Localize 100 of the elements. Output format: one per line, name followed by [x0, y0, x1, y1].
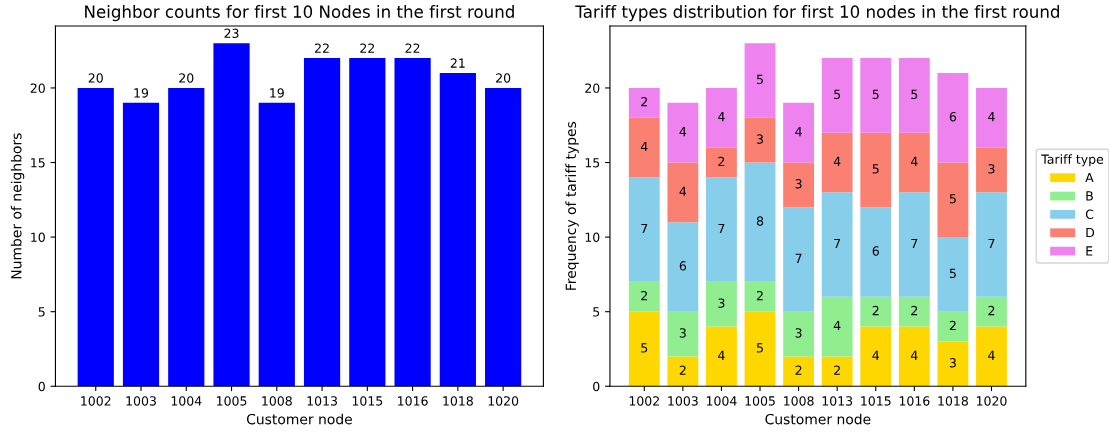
bar [860, 296, 892, 327]
data-label: 19 [270, 88, 284, 98]
data-label: 5 [872, 164, 879, 174]
data-label: 4 [833, 156, 841, 166]
bar [744, 162, 776, 282]
data-label: 4 [718, 112, 725, 122]
data-label: 5 [641, 343, 648, 353]
x-tick-label: 1008 [784, 396, 814, 406]
data-label: 4 [679, 186, 687, 196]
x-tick-label: 1018 [938, 396, 968, 406]
bar [628, 117, 660, 178]
y-axis-title: Number of neighbors [10, 133, 25, 279]
bar [744, 43, 776, 118]
bar [937, 341, 969, 387]
data-label: 20 [496, 73, 511, 83]
data-label: 3 [949, 358, 956, 368]
chart-title: Neighbor counts for first 10 Nodes in the first round [85, 5, 514, 22]
bar [706, 87, 737, 148]
legend-label: C [1085, 209, 1094, 219]
data-label: 3 [757, 134, 763, 144]
bar [783, 207, 815, 312]
data-label: 2 [911, 305, 918, 316]
data-label: 22 [315, 43, 329, 53]
y-tick-label: 20 [30, 83, 45, 93]
x-tick-label: 1004 [706, 396, 737, 406]
x-tick-label: 1002 [629, 396, 659, 406]
data-label: 8 [756, 216, 764, 226]
y-tick-label: 5 [38, 307, 45, 317]
data-label: 4 [795, 127, 802, 137]
data-label: 3 [988, 164, 995, 174]
x-tick-label: 1003 [126, 396, 156, 406]
bar [898, 326, 930, 387]
y-axis-title: Frequency of tariff types [565, 121, 579, 290]
bar [821, 296, 853, 357]
bar [667, 102, 699, 163]
bar [860, 207, 892, 297]
data-label: 4 [679, 127, 687, 137]
bar [860, 326, 892, 387]
bar [821, 58, 853, 133]
bar [937, 311, 969, 342]
bar [706, 177, 737, 282]
bar [783, 102, 815, 163]
bar [706, 147, 737, 178]
y-tick-label: 0 [593, 381, 600, 392]
y-tick-label: 10 [31, 232, 45, 243]
data-label: 4 [833, 320, 841, 331]
x-tick-label: 1020 [488, 396, 519, 406]
data-label: 7 [834, 238, 841, 249]
bar [783, 356, 815, 387]
bar [706, 326, 737, 387]
data-label: 2 [641, 290, 648, 301]
data-label: 7 [988, 238, 995, 249]
x-tick-label: 1008 [262, 396, 292, 406]
bar [976, 87, 1007, 148]
data-label: 5 [949, 268, 956, 279]
y-tick-label: 20 [585, 83, 600, 93]
data-label: 5 [834, 89, 841, 100]
data-label: 22 [405, 43, 420, 53]
x-tick-label: 1005 [217, 396, 247, 406]
bar [744, 311, 776, 387]
data-label: 2 [795, 365, 802, 375]
legend-title: Tariff type [1041, 154, 1104, 167]
x-tick-label: 1016 [899, 396, 930, 406]
bar [667, 162, 699, 223]
data-label: 4 [910, 350, 918, 360]
x-tick-label: 1013 [307, 396, 337, 406]
bar [821, 356, 853, 387]
data-label: 23 [224, 28, 239, 38]
data-label: 2 [679, 365, 686, 375]
bar [898, 296, 930, 327]
data-label: 4 [718, 350, 725, 360]
data-label: 7 [911, 238, 918, 249]
bar [860, 132, 892, 208]
bar [628, 281, 660, 312]
data-label: 3 [795, 328, 802, 338]
data-label: 2 [756, 290, 763, 301]
bar [898, 132, 930, 193]
y-tick-label: 10 [585, 232, 600, 243]
bar [937, 73, 969, 163]
bar [937, 162, 969, 238]
legend-label: E [1086, 246, 1093, 256]
bar [667, 222, 699, 312]
x-tick-label: 1002 [81, 396, 111, 406]
data-label: 3 [795, 179, 802, 189]
bar [976, 147, 1007, 193]
bar [898, 58, 930, 133]
data-label: 5 [757, 74, 763, 85]
data-label: 5 [872, 89, 879, 100]
data-label: 6 [949, 111, 957, 122]
bar [628, 311, 660, 387]
bar [667, 311, 699, 357]
bar [783, 162, 815, 208]
data-label: 20 [179, 73, 194, 83]
x-tick-label: 1004 [171, 396, 202, 406]
data-label: 5 [757, 343, 763, 353]
data-label: 6 [679, 261, 687, 271]
legend-label: B [1086, 191, 1093, 201]
x-tick-label: 1015 [352, 396, 383, 406]
data-label: 4 [988, 350, 995, 360]
data-label: 2 [834, 365, 840, 375]
